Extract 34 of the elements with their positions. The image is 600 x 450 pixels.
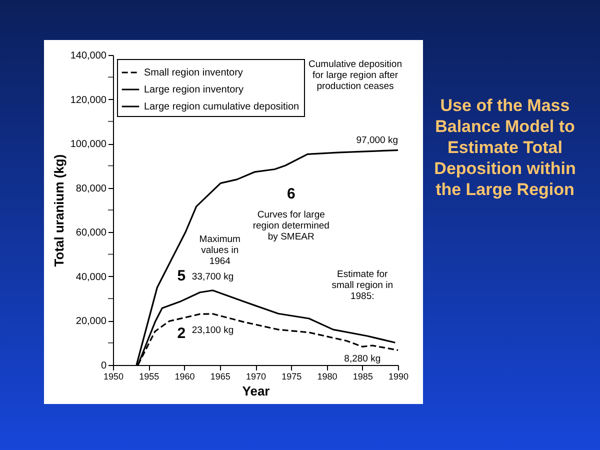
y-tick-label: 80,000 bbox=[76, 183, 107, 194]
y-tick-label: 60,000 bbox=[76, 228, 107, 239]
text: Use of the Mass Balance Model to Estimate Total Deposition within the Large Region bbox=[433, 95, 577, 200]
y-tick-label: 120,000 bbox=[70, 94, 107, 106]
annotation: 23,100 kg bbox=[192, 324, 234, 336]
x-tick-label: 1955 bbox=[139, 372, 160, 382]
x-axis-title: Year bbox=[242, 384, 270, 398]
annotation: 8,280 kg bbox=[344, 354, 381, 365]
y-tick-label: 140,000 bbox=[70, 50, 107, 62]
annotation: 5 bbox=[177, 267, 186, 284]
annotation: 6 bbox=[286, 185, 296, 202]
annotation: Cumulative deposition for large region after production ceases bbox=[308, 58, 402, 92]
x-tick-label: 1950 bbox=[103, 372, 124, 382]
y-axis-title: Total uranium (kg) bbox=[51, 154, 66, 267]
y-tick-label: 40,000 bbox=[76, 272, 107, 283]
x-tick-label: 1990 bbox=[388, 372, 409, 382]
x-tick-label: 1980 bbox=[317, 372, 338, 382]
annotation: Estimate for small region in 1985: bbox=[332, 269, 393, 302]
annotation: Maximum values in 1964 bbox=[199, 234, 241, 267]
legend-label: Small region inventory bbox=[144, 68, 243, 78]
x-tick-label: 1970 bbox=[246, 372, 266, 382]
x-tick-label: 1965 bbox=[210, 372, 230, 382]
annotation: Curves for large region determined by SMEAR bbox=[252, 209, 330, 242]
x-tick-label: 1960 bbox=[174, 372, 195, 382]
legend-label: Large region cumulative deposition bbox=[144, 102, 300, 112]
annotation: 97,000 kg bbox=[356, 135, 398, 146]
legend-label: Large region inventory bbox=[144, 84, 244, 96]
x-tick-label: 1985 bbox=[352, 372, 373, 382]
annotation: 2 bbox=[177, 324, 186, 342]
y-tick-label: 100,000 bbox=[70, 139, 107, 150]
annotation: 33,700 kg bbox=[192, 271, 234, 282]
x-tick-label: 1975 bbox=[282, 372, 302, 382]
y-tick-label: 20,000 bbox=[76, 316, 107, 328]
y-tick-label: 0 bbox=[100, 360, 107, 372]
